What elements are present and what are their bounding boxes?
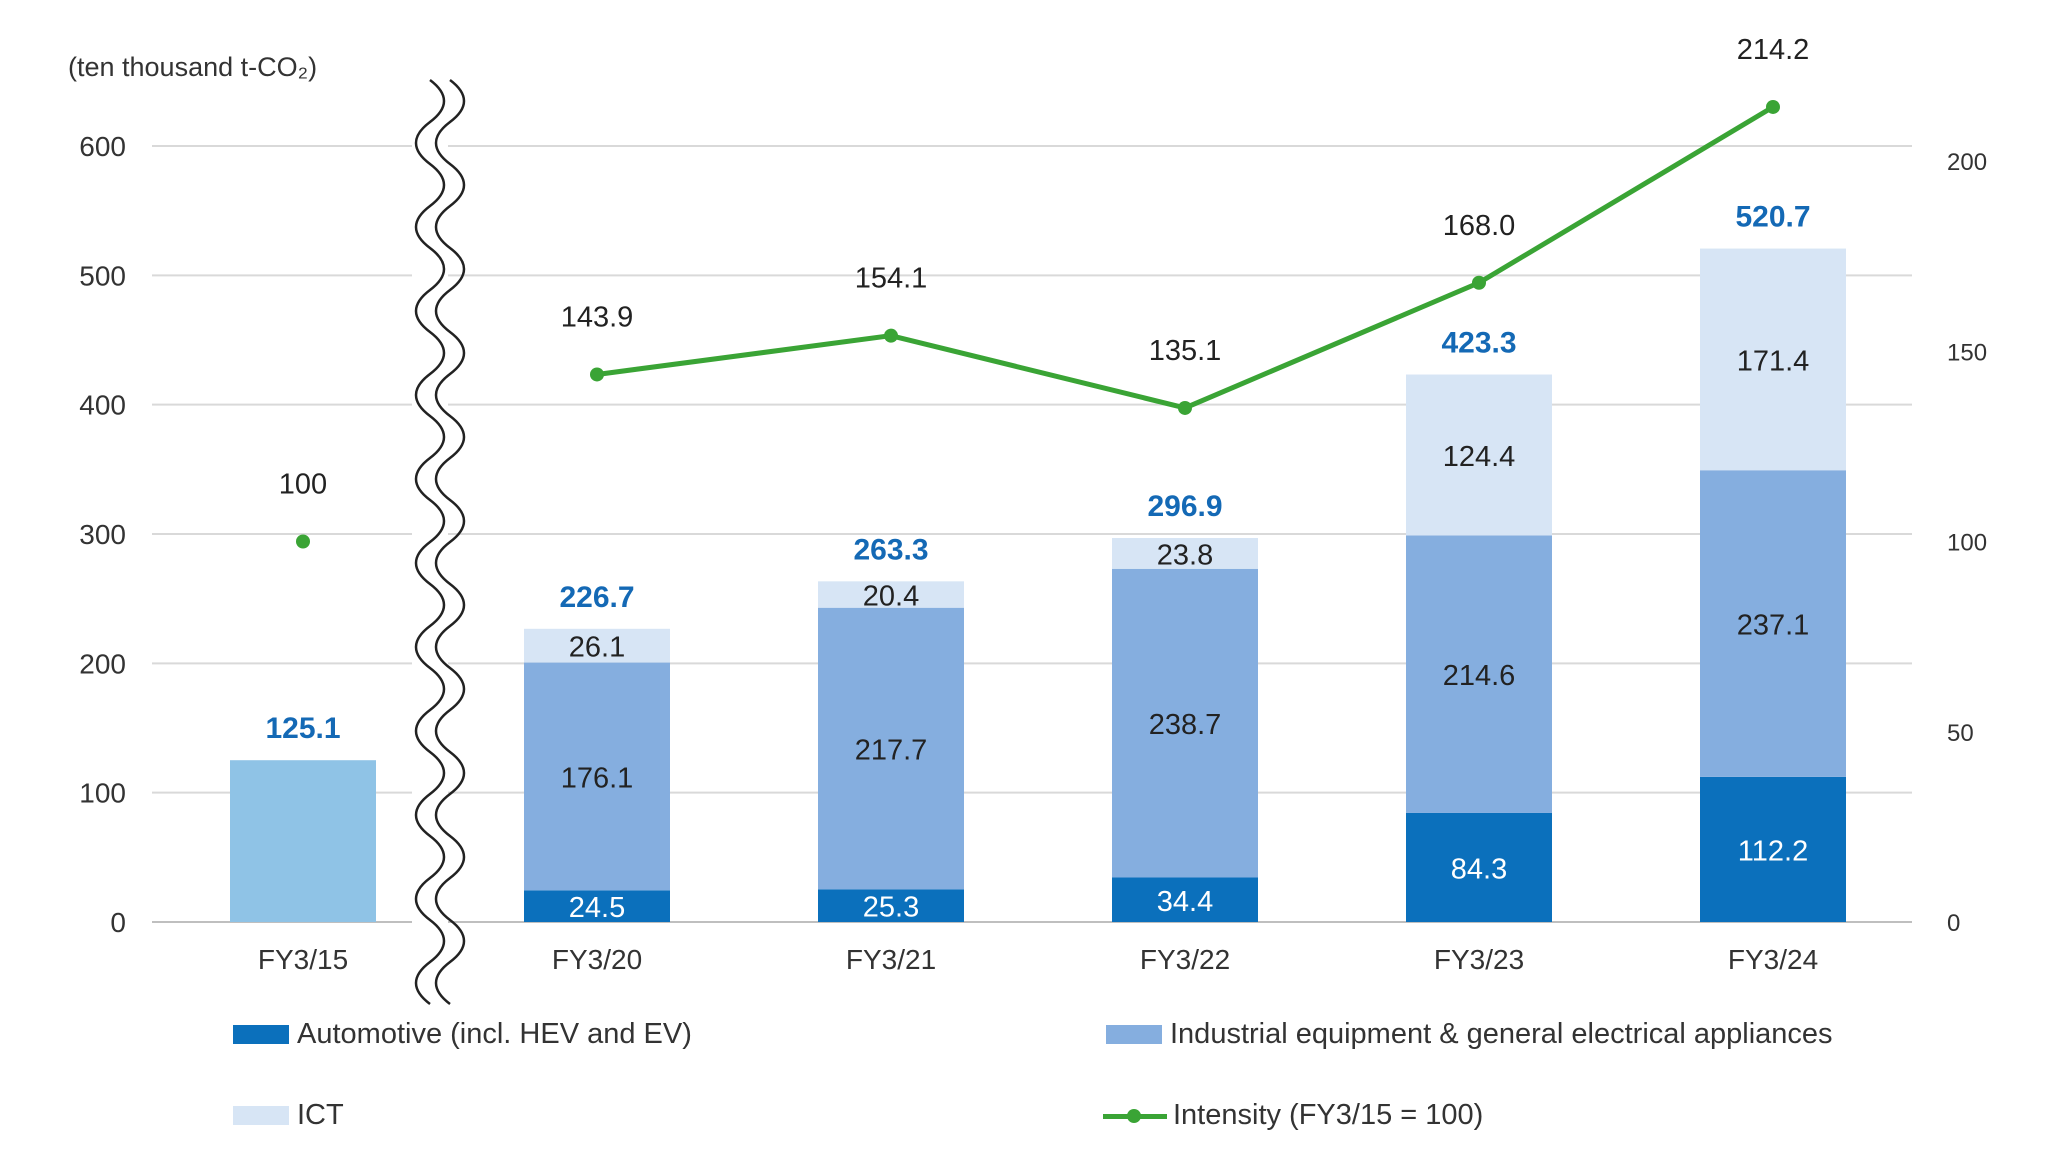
y-tick-label: 500 (79, 260, 126, 291)
bar-segment-label: 237.1 (1737, 610, 1810, 642)
intensity-point (590, 367, 604, 382)
bar-total-label: 125.1 (265, 712, 340, 745)
bar-total-label: 423.3 (1441, 327, 1516, 360)
y-axis-title: (ten thousand t-CO₂) (68, 52, 317, 82)
bar-segment-label: 176.1 (561, 762, 634, 794)
legend-swatch-ict (233, 1106, 289, 1125)
legend-industrial: Industrial equipment & general electrica… (1106, 1018, 1833, 1051)
y-tick-label: 300 (79, 519, 126, 550)
y2-tick-label: 100 (1947, 530, 1987, 557)
intensity-point (1766, 99, 1780, 114)
y-tick-label: 200 (79, 648, 126, 679)
bar-segment (1406, 374, 1552, 536)
bar-segment-label: 24.5 (569, 892, 625, 924)
intensity-point (1178, 400, 1192, 415)
legend-label-intensity: Intensity (FY3/15 = 100) (1173, 1099, 1484, 1131)
bar-segment (524, 890, 670, 922)
bar-segment (1112, 877, 1258, 922)
y2-tick-label: 0 (1947, 910, 1960, 937)
legend-label-automotive: Automotive (incl. HEV and EV) (297, 1018, 692, 1050)
bar-segment (1406, 535, 1552, 813)
x-tick-label: FY3/15 (258, 944, 348, 975)
bar-segment-label: 217.7 (855, 734, 928, 766)
bar-segment-label: 26.1 (569, 632, 625, 664)
bar-segment (1700, 248, 1846, 471)
bar-segment (1112, 568, 1258, 878)
y-axis-ticks: 0 100 200 300 400 500 600 (79, 131, 126, 938)
bar-segment-label: 84.3 (1451, 853, 1507, 885)
bar-segment-label: 34.4 (1157, 886, 1213, 918)
x-tick-label: FY3/22 (1140, 944, 1230, 975)
bar-segment (1112, 538, 1258, 569)
bar-labels: 24.5 176.1 26.1 25.3 217.7 20.4 34.4 238.7 23.8 8… (265, 201, 1810, 925)
bar-segment (1700, 776, 1846, 922)
intensity-point (296, 534, 310, 549)
bar-segment-label: 238.7 (1149, 709, 1222, 741)
bar-fy3-15-total (230, 760, 376, 922)
bars (230, 248, 1846, 922)
bar-total-label: 226.7 (559, 581, 634, 614)
bar-segment (818, 607, 964, 890)
bar-segment (1406, 812, 1552, 922)
intensity-point (1472, 275, 1486, 290)
intensity-label: 143.9 (561, 301, 634, 333)
y2-tick-label: 50 (1947, 720, 1974, 747)
y-tick-label: 100 (79, 778, 126, 809)
axis-break-line (434, 79, 466, 1005)
y-tick-label: 600 (79, 131, 126, 162)
y2-axis-ticks: 0 50 100 150 200 (1947, 149, 1987, 937)
intensity-label: 214.2 (1737, 34, 1810, 66)
bar-segment (1700, 470, 1846, 777)
y-tick-label: 0 (110, 907, 126, 938)
legend-label-ict: ICT (297, 1099, 344, 1131)
x-axis-ticks: FY3/15 FY3/20 FY3/21 FY3/22 FY3/23 FY3/24 (258, 944, 1818, 975)
bar-segment-label: 112.2 (1738, 835, 1808, 867)
legend-intensity: Intensity (FY3/15 = 100) (1103, 1099, 1483, 1132)
bar-total-label: 520.7 (1735, 201, 1810, 234)
bar-segment-label: 124.4 (1443, 441, 1516, 473)
intensity-label: 154.1 (855, 263, 928, 295)
intensity-label: 168.0 (1443, 210, 1516, 242)
bar-segment-label: 23.8 (1157, 539, 1213, 571)
x-tick-label: FY3/24 (1728, 944, 1818, 975)
x-tick-label: FY3/21 (846, 944, 936, 975)
bar-segment-label: 171.4 (1737, 345, 1810, 377)
y-tick-label: 400 (79, 390, 126, 421)
bar-segment (818, 889, 964, 922)
legend-label-industrial: Industrial equipment & general electrica… (1170, 1018, 1833, 1050)
bar-segment (524, 628, 670, 663)
bar-segment (524, 662, 670, 891)
intensity-point (884, 328, 898, 343)
intensity-label: 135.1 (1149, 335, 1222, 367)
legend-ict: ICT (233, 1099, 344, 1132)
axis-break (412, 70, 466, 1005)
legend-swatch-intensity (1103, 1106, 1167, 1125)
bar-segment-label: 214.6 (1443, 660, 1516, 692)
axis-break-line (414, 79, 446, 1005)
x-tick-label: FY3/23 (1434, 944, 1524, 975)
x-tick-label: FY3/20 (552, 944, 642, 975)
bar-segment (818, 581, 964, 608)
bar-segment-label: 20.4 (863, 581, 919, 613)
intensity-line: 100 143.9 154.1 135.1 168.0 214.2 (279, 34, 1809, 549)
y2-tick-label: 200 (1947, 149, 1987, 176)
legend-swatch-industrial (1106, 1025, 1162, 1044)
bar-segment-label: 25.3 (863, 892, 919, 924)
bar-total-label: 296.9 (1147, 490, 1222, 523)
legend-automotive: Automotive (incl. HEV and EV) (233, 1018, 692, 1051)
y2-tick-label: 150 (1947, 339, 1987, 366)
intensity-label: 100 (279, 469, 327, 501)
bar-total-label: 263.3 (853, 533, 928, 566)
legend-swatch-automotive (233, 1025, 289, 1044)
